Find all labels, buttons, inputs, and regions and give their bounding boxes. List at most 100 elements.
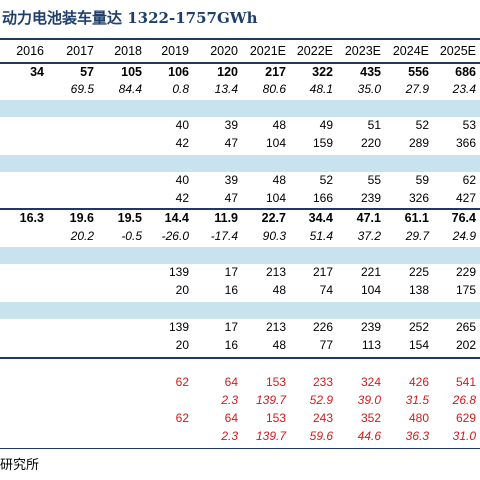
- table-cell: 61.1: [404, 211, 429, 225]
- table-cell: 265: [455, 320, 476, 334]
- table-cell: 104: [265, 136, 286, 150]
- table-cell: 34: [30, 65, 44, 79]
- table-cell: 104: [360, 283, 381, 297]
- table-cell: 35.0: [357, 82, 381, 96]
- table-cell: 221: [360, 265, 381, 279]
- table-row: 42 47 104 159 220 289 366: [0, 136, 480, 153]
- table-cell: 29.7: [405, 229, 429, 243]
- table-cell: 76.4: [451, 211, 476, 225]
- table-row: 62 64 153 243 352 480 629: [0, 411, 480, 428]
- table-cell: 64: [224, 375, 238, 389]
- table-cell: 55: [367, 173, 381, 187]
- table-cell: 120: [217, 65, 238, 79]
- table-cell: 20.2: [70, 229, 94, 243]
- table-cell: 39: [224, 173, 238, 187]
- table-row: 20.2 -0.5 -26.0 -17.4 90.3 51.4 37.2 29.7 24.9: [0, 229, 480, 246]
- table-cell: 90.3: [262, 229, 286, 243]
- table-cell: 13.4: [214, 82, 238, 96]
- table-cell: 34.4: [308, 211, 333, 225]
- table-cell: 233: [312, 375, 333, 389]
- table-cell: 159: [312, 136, 333, 150]
- table-cell: 153: [265, 411, 286, 425]
- table-row: 69.5 84.4 0.8 13.4 80.6 48.1 35.0 27.9 23.4: [0, 82, 480, 99]
- table-cell: 0.8: [172, 82, 189, 96]
- table-cell: 47: [224, 191, 238, 205]
- bottom-rule: [0, 448, 480, 449]
- table-cell: 74: [319, 283, 333, 297]
- table-cell: 17: [224, 320, 238, 334]
- year-header-cell: 2025E: [439, 44, 476, 58]
- table-cell: 153: [265, 375, 286, 389]
- table-cell: 139.7: [255, 393, 286, 407]
- table-cell: 27.9: [405, 82, 429, 96]
- table-cell: 541: [455, 375, 476, 389]
- table-cell: 2.3: [221, 393, 238, 407]
- table-row: 139 17 213 226 239 252 265: [0, 320, 480, 337]
- table-cell: -26.0: [161, 229, 189, 243]
- table-cell: 22.7: [261, 211, 286, 225]
- table-cell: 37.2: [357, 229, 381, 243]
- year-header-cell: 2016: [16, 44, 44, 58]
- table-cell: 42: [175, 136, 189, 150]
- table-cell: 57: [80, 65, 94, 79]
- table-cell: 77: [319, 338, 333, 352]
- table-cell: 326: [408, 191, 429, 205]
- table-cell: 239: [360, 320, 381, 334]
- table-cell: -0.5: [121, 229, 142, 243]
- table-cell: 62: [175, 375, 189, 389]
- year-header-cell: 2024E: [392, 44, 429, 58]
- table-cell: 2.3: [221, 429, 238, 443]
- table-cell: 31.5: [405, 393, 429, 407]
- table-cell: 217: [265, 65, 286, 79]
- table-cell: 48: [272, 283, 286, 297]
- table-cell: 229: [455, 265, 476, 279]
- table-cell: 435: [360, 65, 381, 79]
- table-cell: 352: [360, 411, 381, 425]
- table-row: 62 64 153 233 324 426 541: [0, 375, 480, 392]
- table-cell: 175: [455, 283, 476, 297]
- table-cell: 62: [462, 173, 476, 187]
- table-cell: 324: [360, 375, 381, 389]
- table-row: 34 57 105 106 120 217 322 435 556 686: [0, 65, 480, 82]
- table-cell: 20: [175, 338, 189, 352]
- table-cell: 48: [272, 118, 286, 132]
- year-header-cell: 2020: [210, 44, 238, 58]
- table-row: 2.3 139.7 52.9 39.0 31.5 26.8: [0, 393, 480, 410]
- section-rule: [0, 208, 480, 210]
- table-cell: 480: [408, 411, 429, 425]
- table-cell: 225: [408, 265, 429, 279]
- table-cell: 49: [319, 118, 333, 132]
- table-title: 动力电池装车量达 1322-1757GWh: [2, 9, 258, 27]
- table-cell: 629: [455, 411, 476, 425]
- table-cell: 322: [312, 65, 333, 79]
- table-row: 2.3 139.7 59.6 44.6 36.3 31.0: [0, 429, 480, 446]
- table-cell: 51: [367, 118, 381, 132]
- table-cell: 20: [175, 283, 189, 297]
- table-cell: 217: [312, 265, 333, 279]
- table-cell: 252: [408, 320, 429, 334]
- table-cell: 44.6: [357, 429, 381, 443]
- table-cell: 166: [312, 191, 333, 205]
- table-cell: 139: [168, 265, 189, 279]
- table-cell: 39.0: [357, 393, 381, 407]
- table-cell: 105: [121, 65, 142, 79]
- table-cell: 31.0: [452, 429, 476, 443]
- table-cell: 16: [224, 283, 238, 297]
- table-cell: 138: [408, 283, 429, 297]
- table-cell: 47.1: [356, 211, 381, 225]
- table-row: 20 16 48 74 104 138 175: [0, 283, 480, 300]
- table-cell: 53: [462, 118, 476, 132]
- year-header-cell: 2023E: [344, 44, 381, 58]
- table-cell: 202: [455, 338, 476, 352]
- table-row: 40 39 48 49 51 52 53: [0, 118, 480, 135]
- table-cell: 17: [224, 265, 238, 279]
- header-row: 2016 2017 2018 2019 2020 2021E 2022E 2023E 2024E…: [0, 44, 480, 60]
- table-cell: 24.9: [452, 229, 476, 243]
- section-band: [0, 100, 480, 117]
- section-band: [0, 302, 480, 319]
- table-cell: 213: [265, 265, 286, 279]
- table-cell: 47: [224, 136, 238, 150]
- table-cell: 19.6: [69, 211, 94, 225]
- section-band: [0, 155, 480, 172]
- table-cell: 48: [272, 338, 286, 352]
